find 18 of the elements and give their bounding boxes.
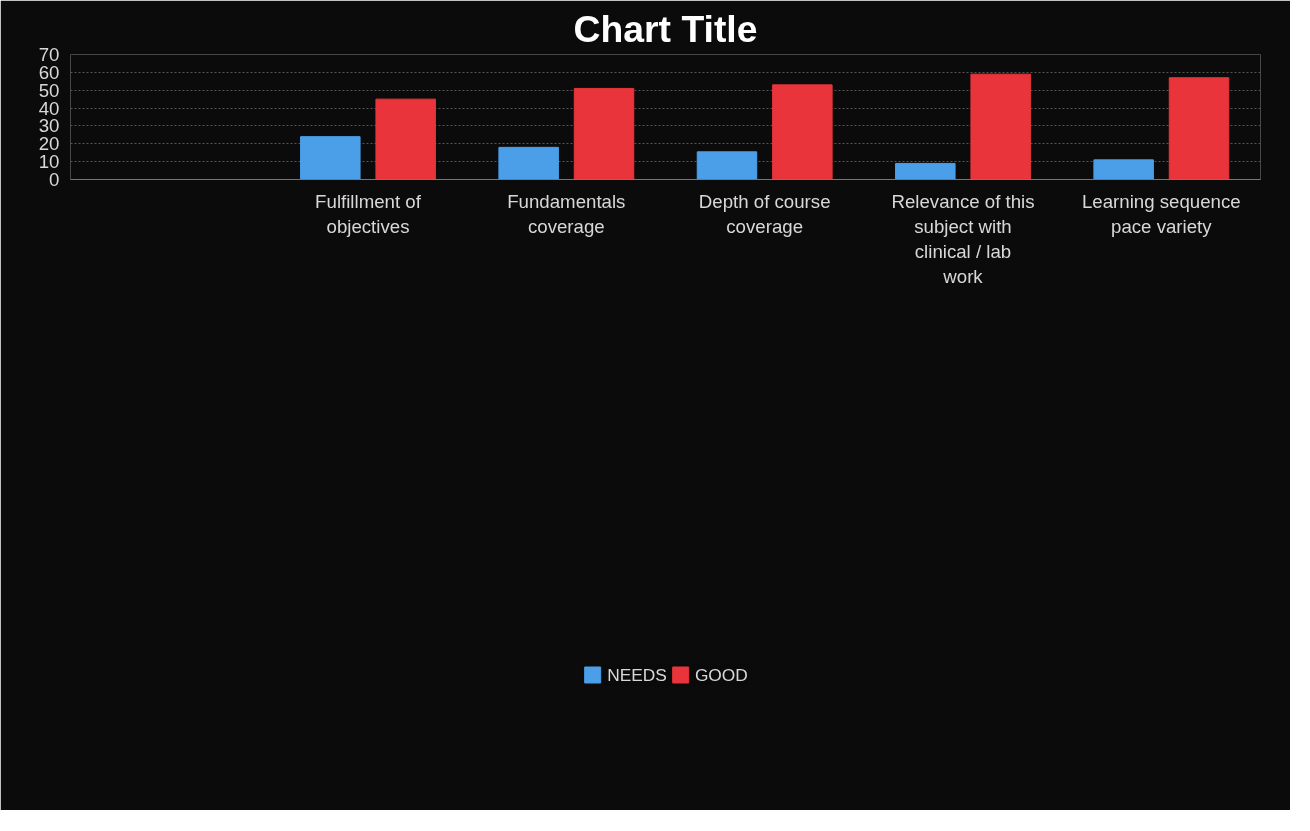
x-tick-label: Fundamentals coverage: [507, 190, 626, 237]
bar: [375, 98, 436, 180]
bar: [772, 84, 833, 180]
x-tick-label: Learning sequence pace variety: [1081, 190, 1241, 237]
x-tick-label: Relevance of this subject with clinical / lab work: [891, 190, 1035, 288]
bar: [970, 73, 1031, 180]
bar: [895, 162, 956, 180]
bar: [498, 146, 559, 180]
bar: [300, 136, 361, 180]
chart-title: Chart Title: [573, 7, 758, 50]
bar: [1093, 159, 1154, 180]
legend-label: NEEDS: [607, 664, 667, 686]
bar: [1168, 77, 1230, 180]
x-tick-label: Fulfillment of objectives: [315, 190, 422, 237]
bar: [696, 151, 758, 180]
bar: [573, 87, 635, 180]
x-tick-label: Depth of course coverage: [698, 190, 831, 237]
legend-label: GOOD: [694, 664, 748, 686]
